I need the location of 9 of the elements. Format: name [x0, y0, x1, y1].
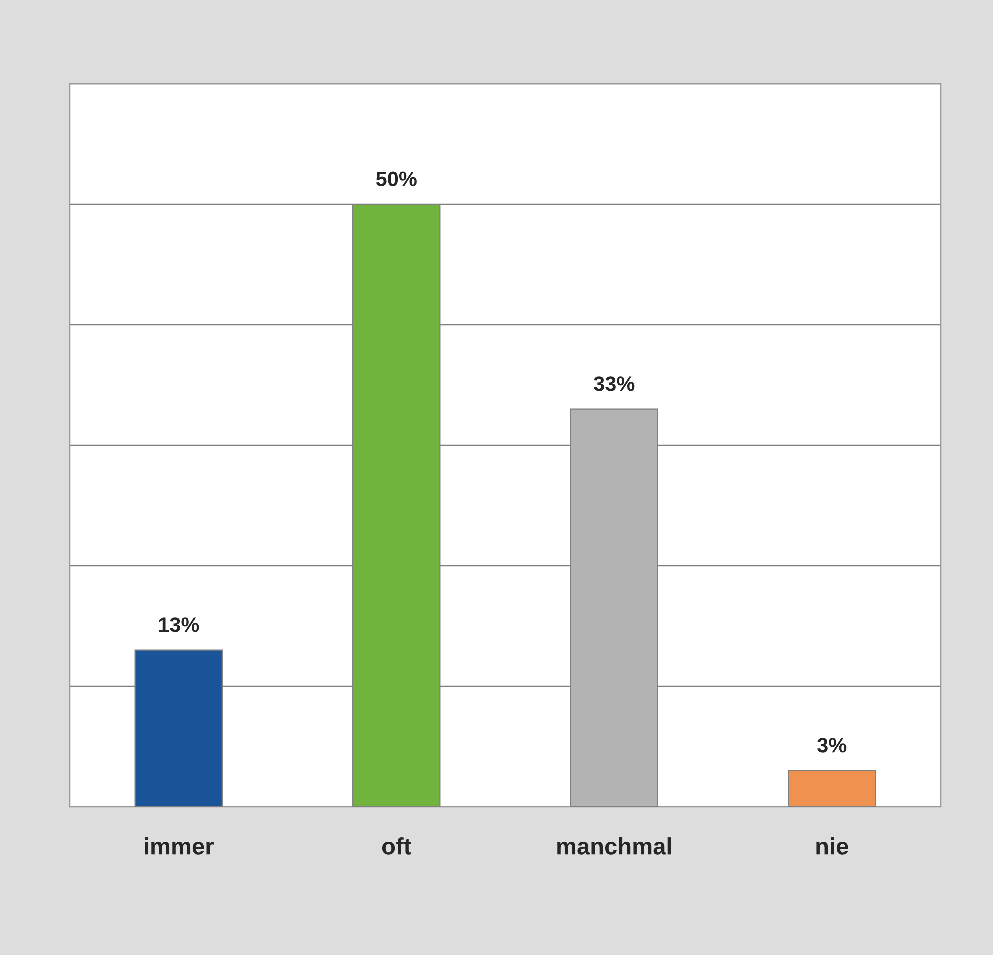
data-label: 33%: [594, 376, 635, 392]
x-tick-label: immer: [145, 838, 214, 855]
data-label: 13%: [159, 618, 200, 632]
x-tick-label: nie: [816, 838, 848, 855]
x-tick-label: oft: [382, 838, 412, 855]
data-label: 3%: [818, 738, 847, 753]
bar: [788, 770, 876, 807]
x-tick-label: manchmal: [558, 838, 672, 855]
data-label: 50%: [376, 172, 417, 186]
